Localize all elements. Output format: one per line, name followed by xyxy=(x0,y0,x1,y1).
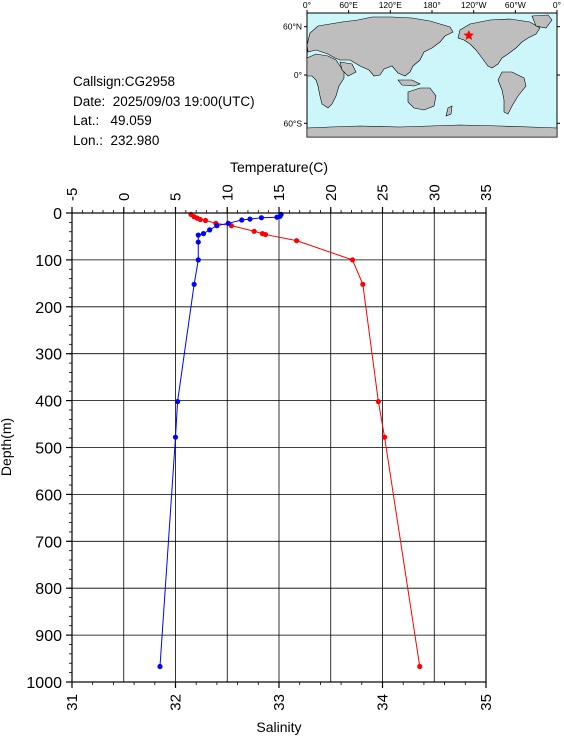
salinity-data-point xyxy=(195,257,201,263)
temperature-data-point xyxy=(375,398,381,405)
map-lon-label: 120°E xyxy=(379,0,403,10)
temperature-tick-label: 35 xyxy=(478,184,495,201)
salinity-data-point xyxy=(172,434,179,440)
temperature-tick-label: 20 xyxy=(323,184,340,201)
temperature-tick-label: 15 xyxy=(271,184,288,201)
depth-tick-label: 900 xyxy=(35,628,62,645)
date-label: Date: 2025/09/03 19:00(UTC) xyxy=(73,93,255,109)
salinity-tick-label: 34 xyxy=(375,694,392,711)
temperature-data-point xyxy=(381,434,388,440)
greenland-landmass xyxy=(531,14,553,29)
temperature-data-point xyxy=(293,238,300,244)
temperature-data-point xyxy=(360,281,366,287)
depth-tick-label: 700 xyxy=(35,534,62,551)
depth-tick-label: 400 xyxy=(35,394,62,411)
depth-tick-label: 0 xyxy=(53,206,62,223)
north-america-landmass xyxy=(457,18,541,69)
depth-axis-title: Depth(m) xyxy=(0,418,14,476)
depth-tick-label: 600 xyxy=(35,487,62,504)
antarctica-landmass xyxy=(306,124,558,138)
depth-tick-label: 800 xyxy=(35,581,62,598)
map-lon-label: 120°W xyxy=(461,0,487,10)
temperature-data-point xyxy=(251,228,257,234)
depth-tick-label: 1000 xyxy=(26,675,62,692)
map-lat-label: 60°N xyxy=(283,22,302,32)
salinity-data-point xyxy=(200,231,207,237)
callsign-label: Callsign:CG2958 xyxy=(73,74,176,89)
temperature-tick-label: 30 xyxy=(426,184,443,201)
map-frame-ticks xyxy=(304,10,560,124)
temperature-tick-label: 5 xyxy=(168,193,185,201)
plot-grid xyxy=(72,213,486,682)
station-info: Callsign:CG2958 Date: 2025/09/03 19:00(U… xyxy=(73,72,255,150)
salinity-tick-label: 33 xyxy=(271,694,288,711)
temperature-tick-label: -5 xyxy=(64,188,81,201)
salinity-data-point xyxy=(207,227,213,233)
salinity-data-point xyxy=(174,398,181,405)
plot-series xyxy=(157,211,423,670)
salinity-axis-title: Salinity xyxy=(256,719,301,735)
salinity-data-point xyxy=(225,220,231,226)
temperature-data-point xyxy=(262,231,269,238)
africa-landmass xyxy=(306,53,345,109)
depth-tick-label: 300 xyxy=(35,347,62,364)
location-map: 0° 60°E 120°E 180° 120°W 60°W 0° 60°N 0° 60°S xyxy=(283,0,561,138)
new-zealand-landmass xyxy=(445,105,453,117)
temperature-data-point xyxy=(417,663,423,670)
salinity-tick-label: 31 xyxy=(64,694,81,711)
latitude-label: Lat.: 49.059 xyxy=(73,113,152,128)
map-landmasses xyxy=(306,14,558,138)
temperature-data-point xyxy=(197,216,203,223)
temperature-tick-label: 25 xyxy=(375,184,392,201)
depth-tick-label: 500 xyxy=(35,441,62,458)
eurasia-landmass xyxy=(306,16,454,77)
temperature-data-point xyxy=(202,217,209,224)
arabia-landmass xyxy=(339,61,357,77)
salinity-data-point xyxy=(239,217,245,223)
map-lon-label: 60°W xyxy=(505,0,526,10)
salinity-tick-label: 35 xyxy=(478,694,495,711)
australia-landmass xyxy=(407,87,437,111)
temperature-tick-label: 10 xyxy=(219,184,236,201)
temperature-data-point xyxy=(349,257,356,263)
salinity-data-point xyxy=(195,232,201,238)
salinity-data-point xyxy=(247,216,253,222)
map-lon-label: 0° xyxy=(303,0,311,10)
salinity-data-point xyxy=(157,663,163,670)
salinity-tick-label: 32 xyxy=(168,694,185,711)
salinity-data-point xyxy=(214,223,220,229)
map-lat-label: 0° xyxy=(294,70,302,80)
south-america-landmass xyxy=(497,71,527,115)
salinity-data-point xyxy=(274,214,280,220)
star-icon xyxy=(463,29,475,41)
longitude-label: Lon.: 232.980 xyxy=(73,132,160,148)
temperature-axis-title: Temperature(C) xyxy=(230,159,328,175)
map-lon-label: 180° xyxy=(423,0,441,10)
temperature-tick-label: 0 xyxy=(116,193,133,201)
indonesia-landmass xyxy=(397,79,421,87)
map-lon-label: 60°E xyxy=(339,0,358,10)
station-marker xyxy=(463,29,475,41)
salinity-data-point xyxy=(191,281,197,287)
salinity-data-point xyxy=(195,239,201,245)
depth-tick-label: 200 xyxy=(35,300,62,317)
map-axis-labels: 0° 60°E 120°E 180° 120°W 60°W 0° 60°N 0° 60°S xyxy=(283,0,561,128)
salinity-data-point xyxy=(258,215,265,221)
depth-tick-label: 100 xyxy=(35,253,62,270)
map-lat-label: 60°S xyxy=(283,118,302,128)
map-lon-label: 0° xyxy=(553,0,561,10)
